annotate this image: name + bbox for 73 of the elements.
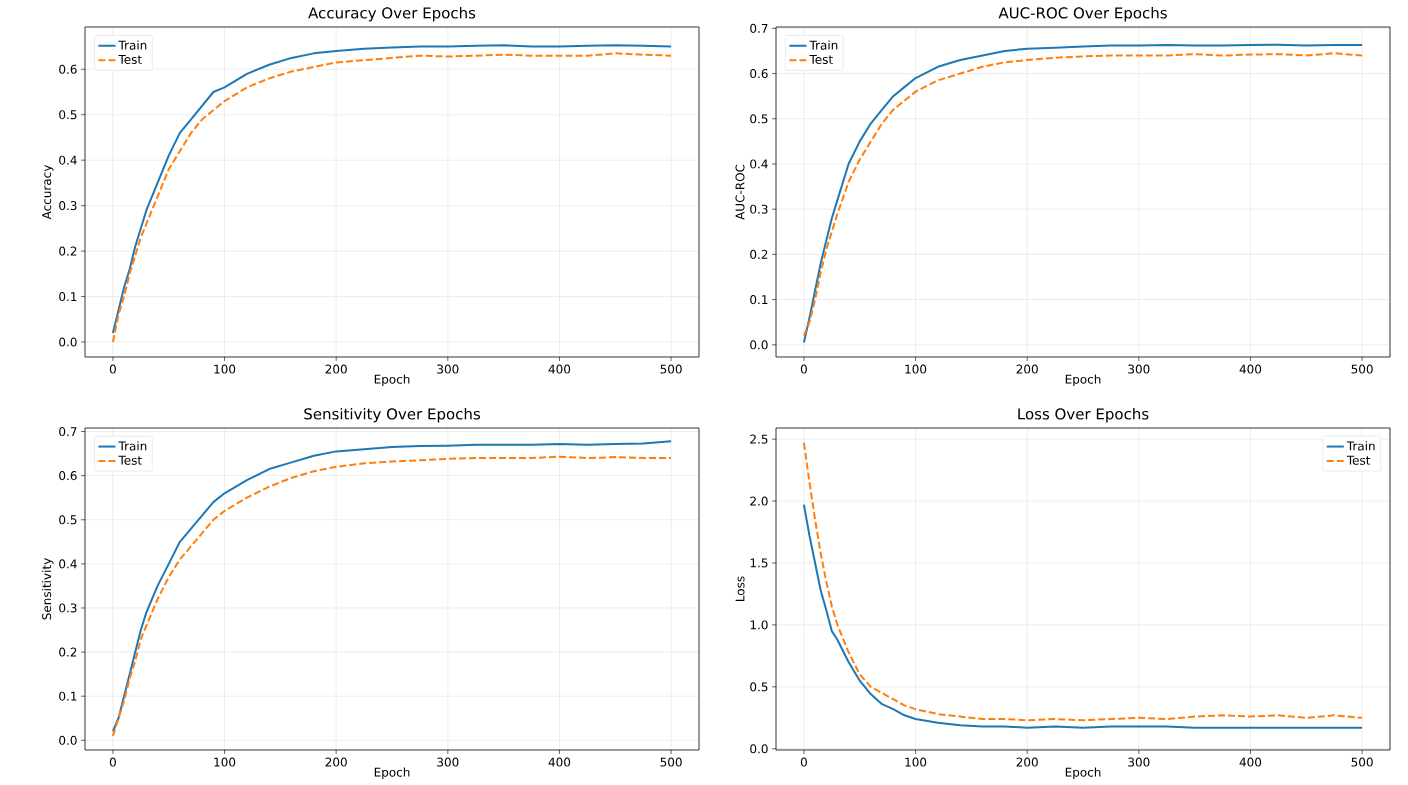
x-tick-label: 400	[548, 364, 571, 374]
x-tick-label: 400	[1239, 757, 1262, 767]
x-axis-title: Epoch	[374, 374, 410, 387]
y-tick-label: 0.7	[59, 426, 77, 437]
legend-label: Test	[118, 455, 142, 465]
x-tick-label: 100	[905, 364, 927, 374]
y-tick-label: 0.5	[750, 682, 768, 692]
y-tick-label: 0.1	[59, 691, 77, 701]
x-tick-label: 300	[437, 757, 459, 767]
y-tick-label: 0.6	[59, 64, 77, 74]
legend-label: Train	[1346, 441, 1375, 451]
x-tick-label: 500	[1351, 364, 1373, 374]
chart-title: Loss Over Epochs	[1018, 407, 1149, 423]
y-tick-label: 0.6	[750, 69, 768, 79]
x-tick-label: 200	[325, 364, 347, 374]
x-axis-title: Epoch	[374, 767, 410, 780]
y-tick-label: 0.6	[59, 471, 77, 481]
y-axis-title: Loss	[735, 576, 745, 601]
legend-label: Test	[809, 55, 833, 64]
y-tick-label: 0.2	[59, 246, 77, 256]
chart-title: Accuracy Over Epochs	[308, 6, 476, 22]
y-axis-title: Accuracy	[42, 164, 54, 220]
x-tick-label: 500	[660, 364, 682, 374]
x-tick-label: 0	[800, 364, 807, 374]
x-tick-label: 100	[905, 757, 927, 767]
x-tick-label: 300	[437, 364, 459, 374]
x-tick-label: 0	[109, 757, 116, 767]
y-tick-label: 0.0	[59, 735, 77, 745]
chart-title: AUC-ROC Over Epochs	[998, 6, 1167, 22]
x-tick-label: 400	[1239, 364, 1262, 374]
y-tick-label: 0.0	[750, 340, 768, 350]
y-tick-label: 0.4	[59, 559, 77, 569]
y-tick-label: 0.3	[750, 204, 768, 214]
y-tick-label: 2.5	[750, 434, 768, 444]
y-tick-label: 0.4	[750, 159, 768, 169]
legend-label: Test	[1346, 455, 1371, 465]
legend-label: Test	[118, 55, 142, 64]
legend-label: Train	[118, 40, 147, 50]
y-tick-label: 0.0	[59, 337, 77, 347]
x-tick-label: 300	[1128, 757, 1150, 767]
y-tick-label: 0.3	[59, 603, 77, 613]
y-tick-label: 1.0	[750, 620, 768, 630]
x-tick-label: 200	[1016, 364, 1038, 374]
x-tick-label: 0	[109, 364, 116, 374]
y-tick-label: 0.4	[59, 155, 77, 165]
x-tick-label: 300	[1128, 364, 1150, 374]
y-tick-label: 0.0	[750, 744, 768, 754]
x-tick-label: 0	[800, 757, 807, 767]
y-tick-label: 0.5	[750, 114, 768, 124]
y-tick-label: 0.7	[750, 23, 768, 33]
y-tick-label: 0.5	[59, 110, 77, 120]
chart-title: Sensitivity Over Epochs	[304, 407, 480, 423]
x-axis-title: Epoch	[1065, 767, 1101, 780]
legend-label: Train	[809, 40, 838, 50]
y-tick-label: 0.5	[59, 515, 77, 525]
x-tick-label: 200	[325, 757, 347, 767]
y-tick-label: 2.0	[750, 496, 768, 506]
x-tick-label: 100	[214, 364, 236, 374]
y-tick-label: 0.1	[59, 292, 77, 302]
y-tick-label: 1.5	[750, 558, 768, 568]
y-tick-label: 0.3	[59, 201, 77, 211]
y-tick-label: 0.2	[750, 249, 768, 259]
x-axis-title: Epoch	[1065, 374, 1101, 387]
y-axis-title: AUC-ROC	[735, 164, 745, 220]
x-tick-label: 400	[548, 757, 571, 767]
x-tick-label: 500	[1351, 757, 1373, 767]
legend-label: Train	[118, 441, 147, 451]
x-tick-label: 200	[1016, 757, 1038, 767]
x-tick-label: 100	[214, 757, 236, 767]
y-tick-label: 0.2	[59, 647, 77, 657]
y-axis-title: Sensitivity	[41, 558, 54, 620]
y-tick-label: 0.1	[750, 295, 768, 305]
x-tick-label: 500	[660, 757, 682, 767]
